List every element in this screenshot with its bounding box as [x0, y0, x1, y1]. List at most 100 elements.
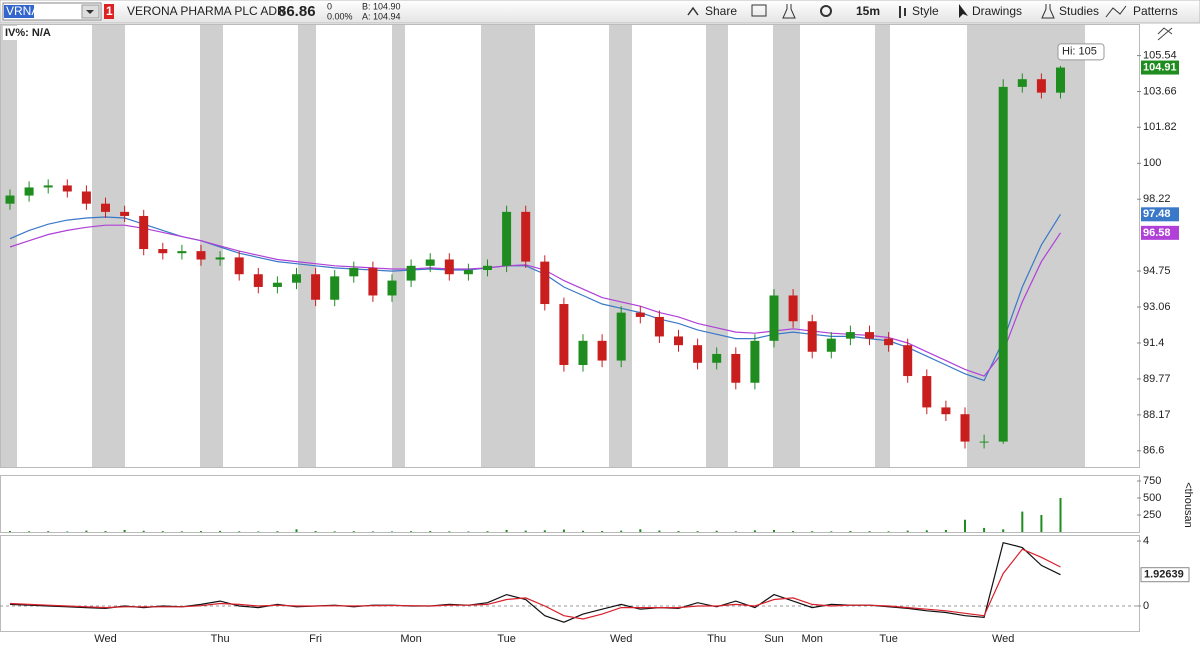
- session-shading: [0, 24, 1085, 467]
- volume-bar: [238, 531, 241, 532]
- symbol[interactable]: VRNA: [6, 4, 39, 18]
- candle-body: [693, 345, 703, 363]
- volume-bar: [142, 530, 145, 532]
- candle-body: [101, 203, 110, 212]
- candle-body: [158, 249, 168, 254]
- volume-bar: [276, 531, 279, 532]
- volume-bar: [849, 530, 852, 532]
- volume-bar: [715, 530, 718, 532]
- line: [9, 541, 1061, 623]
- x-tick-label: Mon: [400, 633, 421, 645]
- volume-bar: [620, 530, 623, 532]
- volume-bar: [448, 531, 451, 532]
- volume-bar: [486, 531, 489, 532]
- y-tick-label: 750: [1143, 475, 1161, 487]
- candle-body: [43, 185, 53, 188]
- volume-bar: [47, 531, 50, 532]
- settings-icon[interactable]: [820, 5, 832, 17]
- volume-bar: [964, 519, 966, 532]
- x-tick-label: Wed: [94, 633, 116, 645]
- volume-bar: [314, 531, 317, 532]
- volume-bar: [391, 531, 393, 532]
- volume-bar: [161, 531, 164, 532]
- volume-bar: [123, 529, 126, 532]
- candle-body: [903, 345, 913, 377]
- toolbar: VRNA 1 VERONA PHARMA PLC ADR 86.86 0 0.0…: [0, 0, 1200, 24]
- candle-body: [960, 414, 970, 442]
- candle-body: [998, 86, 1008, 442]
- hi-annotation: Hi: 105: [1062, 46, 1097, 58]
- last-value-label: 1.92639: [1144, 569, 1184, 581]
- style-button[interactable]: Style: [912, 4, 939, 18]
- volume-bar: [295, 529, 298, 532]
- y-tick-label: 89.77: [1143, 373, 1171, 385]
- candle-body: [845, 332, 855, 339]
- ma-tag: 96.58: [1143, 227, 1171, 239]
- x-tick-label: Tue: [497, 633, 516, 645]
- patterns-icon: [1105, 5, 1127, 18]
- candle-body: [540, 261, 550, 305]
- ma-tag-bg: [1141, 225, 1179, 240]
- bid: B: 104.90: [362, 1, 401, 11]
- volume-bar: [85, 530, 88, 532]
- timeframe-button[interactable]: 15m: [856, 4, 880, 18]
- last-price-tag-bg: [1141, 60, 1179, 75]
- flask-icon[interactable]: [782, 4, 796, 19]
- snapshot-icon[interactable]: [751, 4, 767, 17]
- volume-bar: [467, 531, 470, 532]
- autoscale-icon[interactable]: [1157, 27, 1173, 41]
- candle-body: [406, 265, 416, 281]
- volume-bar: [773, 529, 775, 532]
- y-tick-label: 88.17: [1143, 409, 1171, 421]
- share-button[interactable]: Share: [705, 4, 737, 18]
- panel-frames: [0, 24, 1140, 632]
- candle-body: [349, 267, 359, 277]
- drawings-button[interactable]: Drawings: [972, 4, 1022, 18]
- badge-bg[interactable]: [104, 4, 114, 19]
- ext-hours: [773, 24, 800, 467]
- candle-body: [5, 195, 15, 204]
- x-tick-label: Tue: [879, 633, 898, 645]
- volume-panel: [0, 475, 1140, 533]
- volume-bar: [200, 531, 202, 532]
- volume-bar: [601, 530, 604, 532]
- line: [9, 213, 1062, 382]
- badge[interactable]: 1: [106, 4, 113, 18]
- ext-hours: [967, 24, 1085, 467]
- candle-body: [635, 312, 645, 317]
- line: [9, 548, 1061, 620]
- volume-bar: [104, 531, 107, 532]
- y-tick-label: 91.4: [1143, 337, 1164, 349]
- line: [9, 224, 1062, 377]
- studies-icon: [1041, 4, 1055, 19]
- candle-body: [654, 316, 664, 337]
- patterns-button[interactable]: Patterns: [1133, 4, 1178, 18]
- studies-button[interactable]: Studies: [1059, 4, 1099, 18]
- candle-body: [826, 338, 836, 352]
- y-tick-label: 98.22: [1143, 193, 1171, 205]
- volume-bar: [792, 531, 795, 532]
- volume-bar: [1002, 529, 1005, 532]
- x-tick-label: Thu: [707, 633, 726, 645]
- volume-bar: [925, 530, 928, 532]
- ext-hours: [200, 24, 223, 467]
- last-price: 86.86: [278, 3, 316, 20]
- style-icon: [899, 6, 906, 18]
- last-value-bg: [1140, 567, 1190, 583]
- volume-bar: [582, 530, 584, 532]
- dropdown-arrow: [86, 10, 94, 14]
- candle-body: [578, 340, 588, 365]
- x-tick-label: Wed: [610, 633, 632, 645]
- change: 0: [327, 1, 332, 11]
- candle-body: [712, 353, 722, 363]
- volume-bar: [658, 530, 661, 532]
- candle-body: [616, 312, 626, 361]
- candle-body: [788, 295, 798, 322]
- volume-bar: [1059, 498, 1062, 532]
- volume-bar: [543, 530, 546, 532]
- candle-body: [941, 407, 951, 415]
- ask: A: 104.94: [362, 11, 401, 21]
- iv-label: IV%: N/A: [5, 27, 51, 39]
- candle-body: [922, 376, 932, 408]
